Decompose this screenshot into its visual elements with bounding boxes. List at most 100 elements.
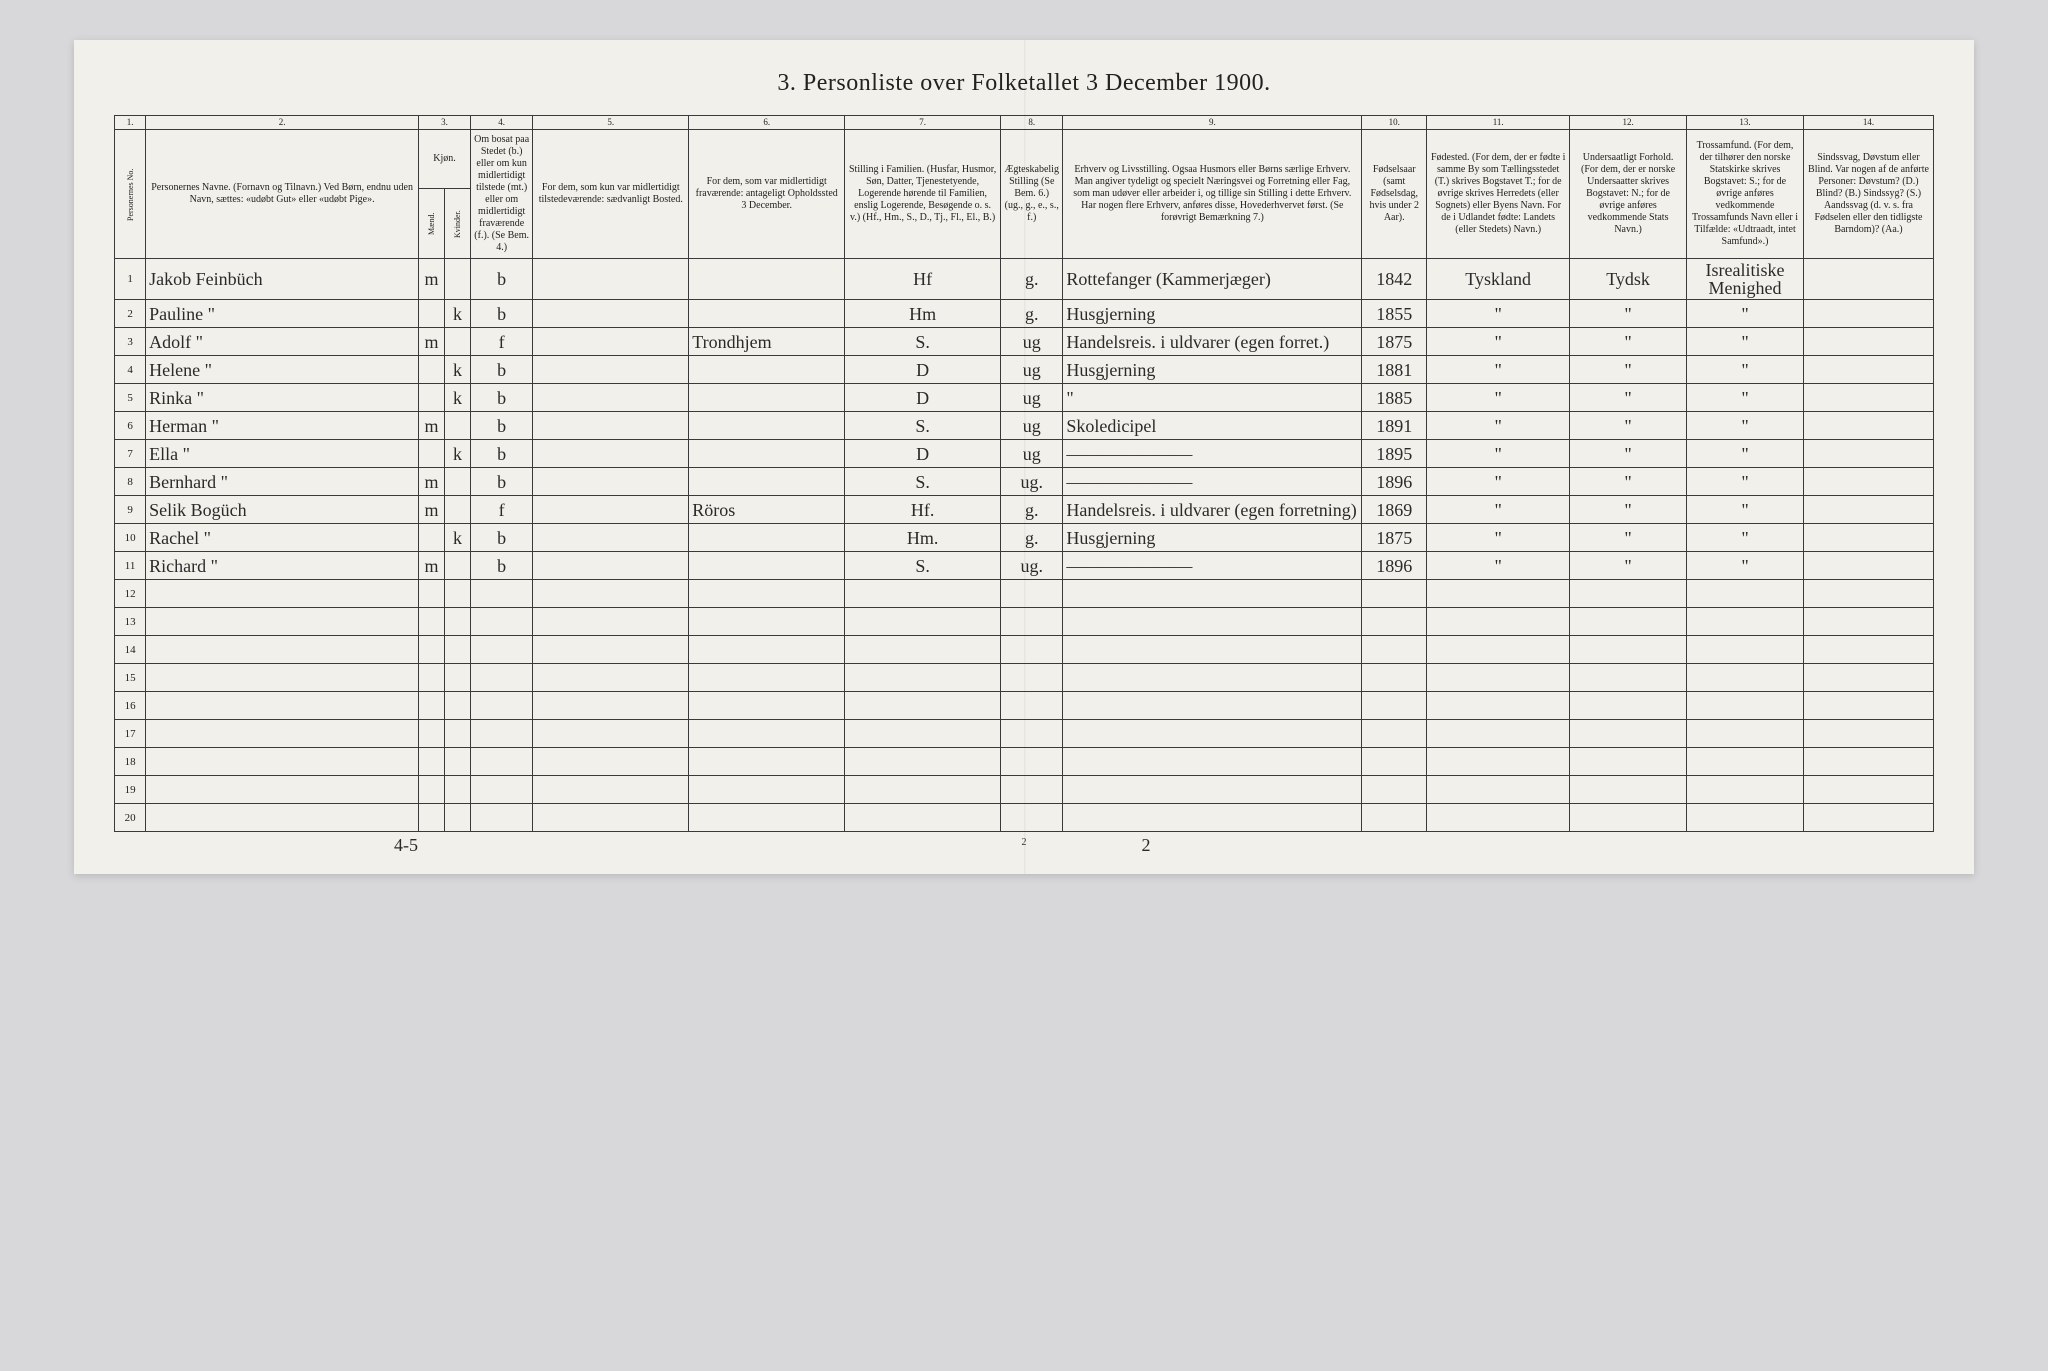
cell-infirmity [1803, 664, 1933, 692]
cell-residence: b [470, 412, 532, 440]
cell-relation [845, 636, 1001, 664]
cell-year: 1842 [1362, 259, 1427, 300]
row-number: 18 [115, 748, 146, 776]
cell-relation [845, 692, 1001, 720]
cell-infirmity [1803, 748, 1933, 776]
cell-sex-m: m [419, 412, 445, 440]
cell-away [533, 580, 689, 608]
cell-nationality [1570, 748, 1687, 776]
cell-infirmity [1803, 300, 1933, 328]
colnum: 8. [1001, 116, 1063, 130]
header-res: Om bosat paa Stedet (b.) eller om kun mi… [470, 130, 532, 259]
cell-residence: f [470, 496, 532, 524]
cell-nationality: " [1570, 356, 1687, 384]
colnum: 3. [419, 116, 471, 130]
header-yr: Fødselsaar (samt Fødselsdag, hvis under … [1362, 130, 1427, 259]
cell-residence: b [470, 524, 532, 552]
cell-sex-k [445, 720, 471, 748]
cell-sex-m [419, 776, 445, 804]
cell-religion [1687, 664, 1804, 692]
cell-name: Rachel " [146, 524, 419, 552]
cell-residence: b [470, 384, 532, 412]
row-number: 12 [115, 580, 146, 608]
cell-marital: g. [1001, 300, 1063, 328]
cell-nationality [1570, 580, 1687, 608]
cell-infirmity [1803, 496, 1933, 524]
cell-residence [470, 748, 532, 776]
table-row: 6Herman "mbS.ugSkoledicipel1891""" [115, 412, 1934, 440]
cell-marital [1001, 804, 1063, 832]
cell-year: 1895 [1362, 440, 1427, 468]
cell-name [146, 664, 419, 692]
cell-away [533, 552, 689, 580]
cell-absent [689, 608, 845, 636]
cell-absent [689, 692, 845, 720]
cell-year: 1881 [1362, 356, 1427, 384]
cell-sex-m: m [419, 496, 445, 524]
row-number: 4 [115, 356, 146, 384]
cell-residence [470, 804, 532, 832]
colnum: 13. [1687, 116, 1804, 130]
cell-birthplace [1427, 720, 1570, 748]
cell-nationality [1570, 608, 1687, 636]
cell-sex-k [445, 608, 471, 636]
colnum: 9. [1063, 116, 1362, 130]
cell-relation [845, 748, 1001, 776]
cell-absent [689, 384, 845, 412]
census-table: 1. 2. 3. 4. 5. 6. 7. 8. 9. 10. 11. 12. 1… [114, 115, 1934, 832]
table-row: 7Ella "kbDug———————1895""" [115, 440, 1934, 468]
cell-sex-k: k [445, 384, 471, 412]
cell-occupation [1063, 748, 1362, 776]
cell-year: 1875 [1362, 524, 1427, 552]
cell-sex-m [419, 804, 445, 832]
cell-infirmity [1803, 524, 1933, 552]
header-birth: Fødested. (For dem, der er fødte i samme… [1427, 130, 1570, 259]
table-body: 1Jakob FeinbüchmbHfg.Rottefanger (Kammer… [115, 259, 1934, 832]
cell-residence: b [470, 356, 532, 384]
cell-absent [689, 468, 845, 496]
cell-religion [1687, 804, 1804, 832]
cell-year [1362, 580, 1427, 608]
cell-sex-m [419, 580, 445, 608]
cell-away [533, 468, 689, 496]
cell-sex-m: m [419, 552, 445, 580]
table-row: 8Bernhard "mbS.ug.———————1896""" [115, 468, 1934, 496]
cell-birthplace [1427, 580, 1570, 608]
cell-residence [470, 720, 532, 748]
cell-year: 1896 [1362, 552, 1427, 580]
table-row: 12 [115, 580, 1934, 608]
cell-sex-k [445, 496, 471, 524]
cell-birthplace: " [1427, 328, 1570, 356]
row-number: 10 [115, 524, 146, 552]
cell-relation: Hf. [845, 496, 1001, 524]
cell-occupation [1063, 664, 1362, 692]
cell-occupation [1063, 636, 1362, 664]
header-absent: For dem, som var midlertidigt fraværende… [689, 130, 845, 259]
cell-residence: b [470, 552, 532, 580]
cell-relation: S. [845, 412, 1001, 440]
table-row: 16 [115, 692, 1934, 720]
cell-nationality: " [1570, 524, 1687, 552]
row-number: 15 [115, 664, 146, 692]
cell-residence [470, 636, 532, 664]
cell-sex-k [445, 748, 471, 776]
cell-sex-m [419, 300, 445, 328]
cell-birthplace: Tyskland [1427, 259, 1570, 300]
row-number: 13 [115, 608, 146, 636]
cell-birthplace [1427, 748, 1570, 776]
cell-marital [1001, 636, 1063, 664]
cell-occupation [1063, 720, 1362, 748]
row-number: 2 [115, 300, 146, 328]
cell-infirmity [1803, 259, 1933, 300]
cell-name: Rinka " [146, 384, 419, 412]
cell-religion [1687, 692, 1804, 720]
cell-birthplace [1427, 692, 1570, 720]
cell-marital [1001, 720, 1063, 748]
cell-sex-m [419, 692, 445, 720]
cell-away [533, 664, 689, 692]
cell-nationality [1570, 692, 1687, 720]
cell-absent: Röros [689, 496, 845, 524]
colnum: 10. [1362, 116, 1427, 130]
cell-away [533, 524, 689, 552]
cell-year [1362, 748, 1427, 776]
